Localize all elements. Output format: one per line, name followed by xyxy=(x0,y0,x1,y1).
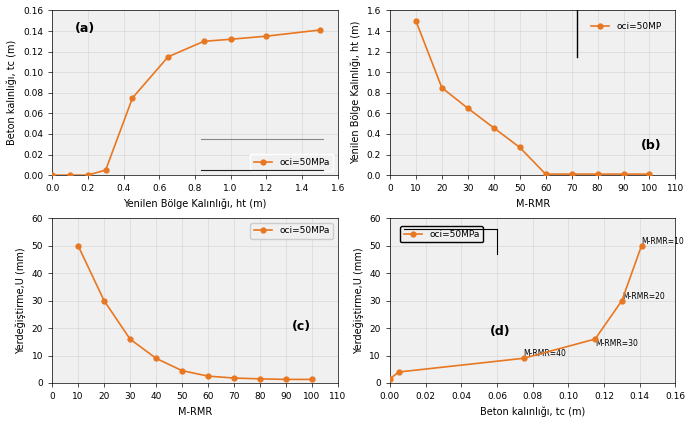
Text: (a): (a) xyxy=(75,22,95,35)
Text: M-RMR=20: M-RMR=20 xyxy=(622,292,665,301)
X-axis label: M-RMR: M-RMR xyxy=(516,199,550,209)
Legend: oci=50MPa: oci=50MPa xyxy=(251,223,333,239)
Text: M-RMR=30: M-RMR=30 xyxy=(595,339,638,348)
Legend: oci=50MP: oci=50MP xyxy=(587,18,665,34)
Legend: oci=50MPa: oci=50MPa xyxy=(251,154,333,170)
Text: (d): (d) xyxy=(490,325,510,338)
X-axis label: M-RMR: M-RMR xyxy=(177,407,212,416)
Text: M-RMR=10: M-RMR=10 xyxy=(642,237,684,246)
Y-axis label: Yerdeğiştirme,U (mm): Yerdeğiştirme,U (mm) xyxy=(354,247,364,354)
Text: M-RMR=40: M-RMR=40 xyxy=(523,349,567,358)
X-axis label: Beton kalınlığı, tc (m): Beton kalınlığı, tc (m) xyxy=(480,407,585,417)
Legend: oci=50MPa: oci=50MPa xyxy=(400,226,483,242)
Text: (c): (c) xyxy=(292,321,311,333)
Y-axis label: Yenilen Bölge Kalınlığı, ht (m): Yenilen Bölge Kalınlığı, ht (m) xyxy=(350,21,361,165)
Text: (b): (b) xyxy=(641,139,662,152)
Y-axis label: Yerdeğiştirme,U (mm): Yerdeğiştirme,U (mm) xyxy=(15,247,26,354)
X-axis label: Yenilen Bölge Kalınlığı, ht (m): Yenilen Bölge Kalınlığı, ht (m) xyxy=(123,199,267,209)
Y-axis label: Beton kalınlığı, tc (m): Beton kalınlığı, tc (m) xyxy=(7,40,17,145)
